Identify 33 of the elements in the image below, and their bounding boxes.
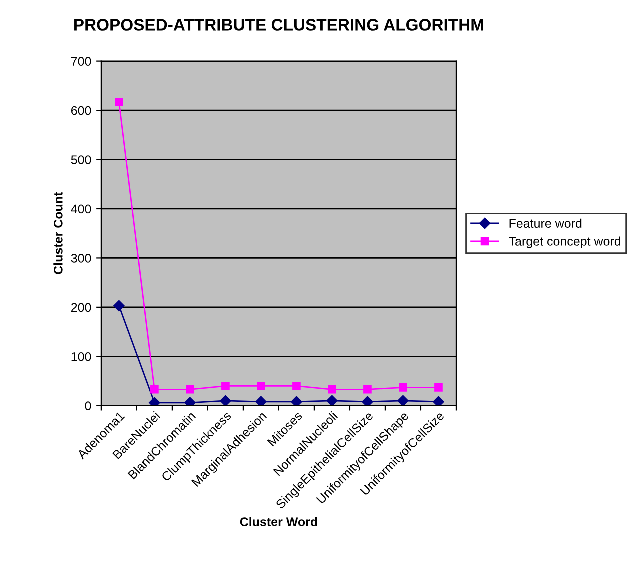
point (398, 395, 409, 406)
legend-label: Target concept word (509, 236, 621, 248)
point (184, 397, 196, 406)
point (328, 385, 336, 394)
point (292, 382, 301, 390)
point (115, 98, 124, 106)
point (434, 384, 443, 392)
legend-label: Feature word (510, 218, 582, 228)
x-axis-title: Cluster Word (240, 517, 318, 526)
y-tick-label: 700 (72, 57, 92, 66)
y-tick-label: 0 (85, 402, 92, 411)
point (114, 300, 125, 312)
chart-title: PROPOSED-ATTRIBUTE CLUSTERING ALGORITHM (74, 19, 484, 31)
point (150, 385, 159, 394)
point (291, 396, 302, 406)
y-tick-label: 400 (71, 204, 92, 214)
point (362, 396, 374, 406)
y-tick-label: 300 (71, 254, 92, 263)
point (399, 384, 408, 392)
point (326, 395, 338, 406)
point (186, 385, 194, 394)
point (257, 382, 266, 390)
y-tick-label: 500 (71, 156, 92, 164)
y-tick-label: 600 (72, 106, 92, 116)
y-tick-label: 200 (71, 303, 92, 312)
y-axis-title: Cluster Count (54, 192, 63, 274)
point (256, 396, 267, 406)
y-tick-label: 100 (72, 352, 92, 362)
point (220, 395, 232, 406)
point (364, 385, 372, 394)
point (222, 382, 230, 390)
point (433, 396, 444, 406)
point (149, 397, 160, 406)
